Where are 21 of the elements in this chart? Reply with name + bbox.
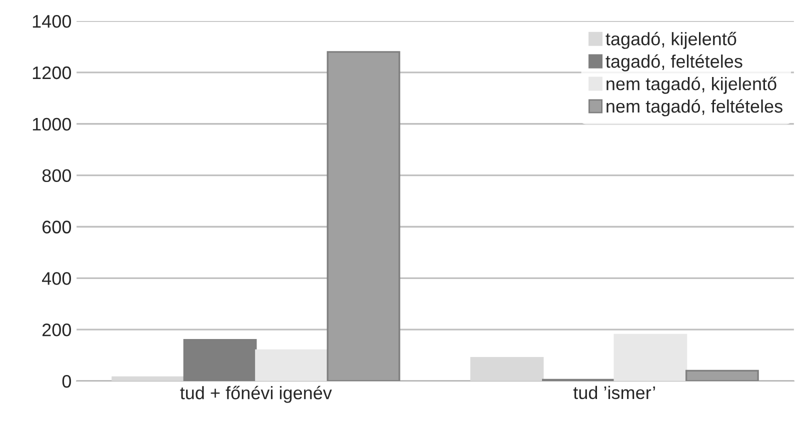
bar: [112, 376, 186, 382]
bar: [614, 334, 688, 382]
y-tick-label: 600: [42, 220, 72, 234]
bar: [326, 51, 400, 382]
y-tick-label: 1400: [32, 14, 72, 28]
y-tick-label: 1000: [32, 118, 72, 131]
x-tick-label: tud + főnévi igenév: [180, 386, 332, 403]
y-tick-label: 1200: [32, 66, 72, 80]
y-tick-label: 800: [42, 169, 72, 182]
legend-label: tagadó, kijelentő: [606, 32, 736, 49]
x-tick-label: tud ’ismer’: [573, 386, 655, 400]
bar: [255, 349, 328, 382]
y-tick-label: 200: [42, 324, 72, 336]
bar: [470, 357, 544, 382]
legend-label: tagadó, feltételes: [606, 54, 742, 72]
legend-label: nem tagadó, kijelentő: [606, 76, 776, 94]
y-tick-label: 0: [62, 374, 72, 388]
bar: [685, 370, 759, 382]
legend-label: nem tagadó, feltételes: [606, 99, 782, 116]
y-tick-label: 400: [42, 272, 72, 285]
bar: [183, 339, 257, 382]
